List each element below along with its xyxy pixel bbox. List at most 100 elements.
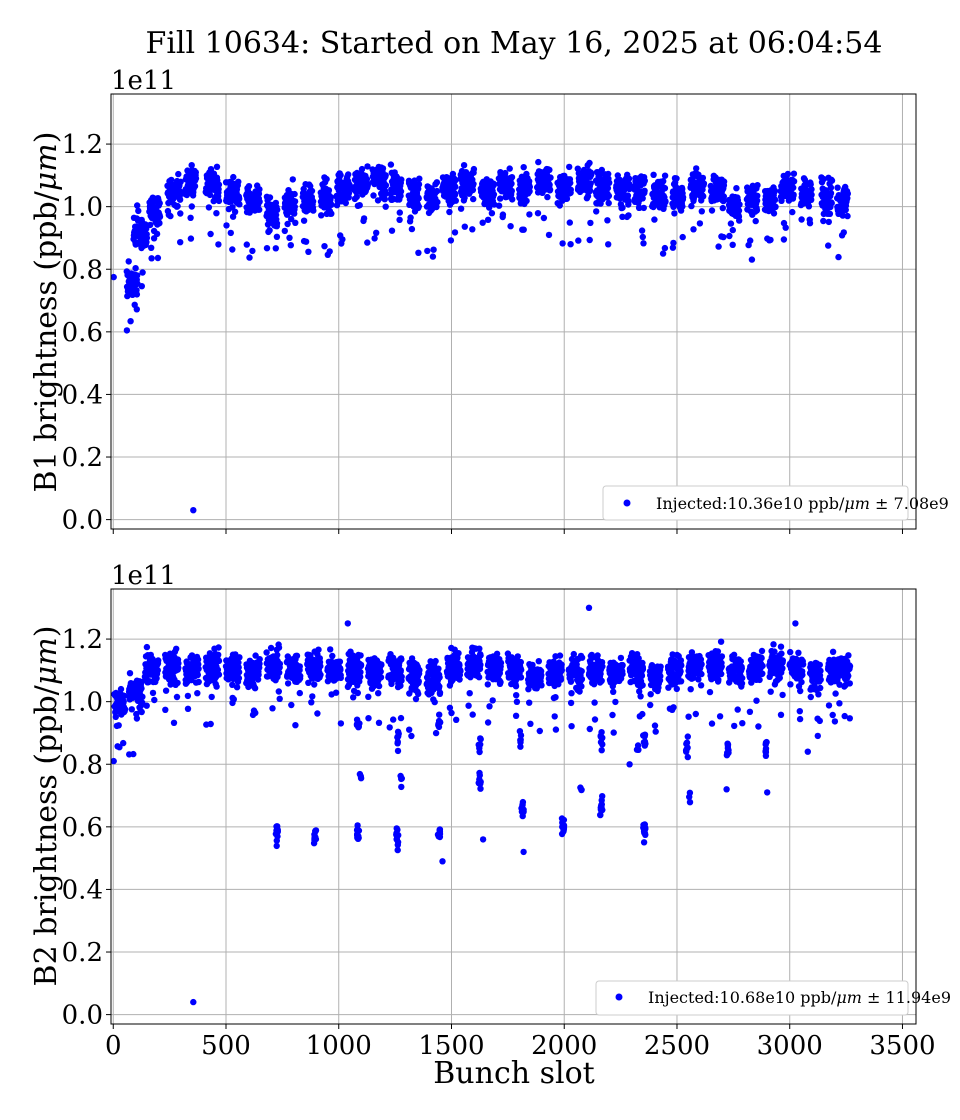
data-point xyxy=(397,667,404,674)
data-point xyxy=(337,232,344,239)
x-tick-label: 1000 xyxy=(306,1031,372,1061)
data-point xyxy=(584,192,592,200)
y-tick-label: 1.0 xyxy=(62,688,103,718)
data-point xyxy=(527,720,534,727)
data-point xyxy=(807,693,814,701)
data-point xyxy=(598,747,605,754)
y-tick-label: 0.2 xyxy=(62,443,103,473)
data-point xyxy=(619,204,626,211)
data-point xyxy=(815,691,822,698)
data-point xyxy=(353,193,360,201)
data-point xyxy=(424,247,431,255)
data-point xyxy=(733,185,740,192)
data-point xyxy=(311,681,318,688)
data-point xyxy=(497,659,505,667)
data-point xyxy=(651,216,658,223)
data-point xyxy=(659,250,667,257)
data-point xyxy=(398,673,405,680)
data-point xyxy=(593,208,600,215)
data-point xyxy=(394,747,402,755)
data-point xyxy=(625,212,632,219)
data-point xyxy=(127,318,134,325)
data-point xyxy=(844,212,851,220)
data-point xyxy=(275,644,283,651)
data-point xyxy=(604,217,611,224)
data-point xyxy=(777,711,785,718)
data-point xyxy=(452,190,459,198)
data-point xyxy=(619,661,626,669)
data-point xyxy=(251,685,259,692)
data-point xyxy=(274,651,281,659)
data-point xyxy=(272,245,279,252)
b1-data-points xyxy=(110,158,851,514)
data-point xyxy=(708,720,716,727)
data-point xyxy=(190,998,197,1006)
data-point xyxy=(337,172,344,179)
b1-x-ticks xyxy=(112,529,903,534)
data-point xyxy=(778,650,785,657)
data-point xyxy=(567,699,575,707)
data-point xyxy=(229,213,237,220)
y-tick-label: 0.8 xyxy=(62,255,103,285)
data-point xyxy=(213,163,221,170)
data-point xyxy=(545,231,553,239)
data-point xyxy=(841,712,848,720)
data-point xyxy=(291,203,298,210)
data-point xyxy=(604,184,612,192)
data-point xyxy=(207,230,214,238)
data-point xyxy=(477,735,484,742)
data-point xyxy=(412,695,420,703)
data-point xyxy=(639,710,646,718)
data-point xyxy=(693,165,700,172)
data-point xyxy=(357,668,364,676)
data-point xyxy=(187,235,195,242)
data-point xyxy=(143,225,150,232)
data-point xyxy=(697,682,705,689)
data-point xyxy=(692,710,699,718)
data-point xyxy=(544,193,551,201)
y-tick-label: 1.2 xyxy=(62,625,103,655)
data-point xyxy=(673,175,680,182)
data-point xyxy=(828,199,835,207)
data-point xyxy=(382,190,389,198)
data-point xyxy=(753,207,761,214)
data-point xyxy=(147,221,154,229)
data-point xyxy=(327,646,334,653)
data-point xyxy=(805,203,813,210)
data-point xyxy=(641,187,648,194)
data-point xyxy=(669,706,676,713)
data-point xyxy=(535,158,542,166)
data-point xyxy=(187,214,194,221)
data-point xyxy=(388,227,396,234)
b1-y-ticks: 0.00.20.40.60.81.01.2 xyxy=(62,130,111,536)
data-point xyxy=(661,185,669,192)
data-point xyxy=(698,670,705,678)
data-point xyxy=(432,657,439,665)
data-point xyxy=(415,203,422,210)
data-point xyxy=(135,207,142,215)
data-point xyxy=(526,178,533,185)
data-point xyxy=(723,786,730,793)
data-point xyxy=(398,656,405,663)
data-point xyxy=(534,210,542,217)
data-point xyxy=(639,233,646,241)
data-point xyxy=(566,163,573,171)
data-point xyxy=(133,715,141,722)
data-point xyxy=(162,687,170,694)
data-point xyxy=(679,203,686,210)
data-point xyxy=(641,733,648,740)
data-point xyxy=(300,217,308,224)
data-point xyxy=(619,213,626,220)
data-point xyxy=(538,672,545,679)
data-point xyxy=(174,202,181,210)
data-point xyxy=(520,806,527,813)
data-point xyxy=(143,643,151,651)
data-point xyxy=(156,200,163,207)
data-point xyxy=(518,666,525,674)
data-point xyxy=(519,812,526,820)
data-point xyxy=(365,693,372,700)
data-point xyxy=(490,191,498,198)
data-point xyxy=(329,652,336,660)
data-point xyxy=(609,711,616,719)
y-tick-label: 1.2 xyxy=(62,130,103,160)
